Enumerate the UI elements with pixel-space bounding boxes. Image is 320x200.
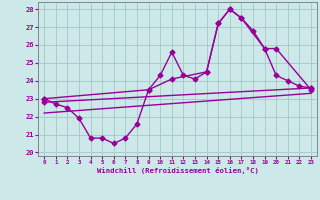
X-axis label: Windchill (Refroidissement éolien,°C): Windchill (Refroidissement éolien,°C) — [97, 167, 259, 174]
